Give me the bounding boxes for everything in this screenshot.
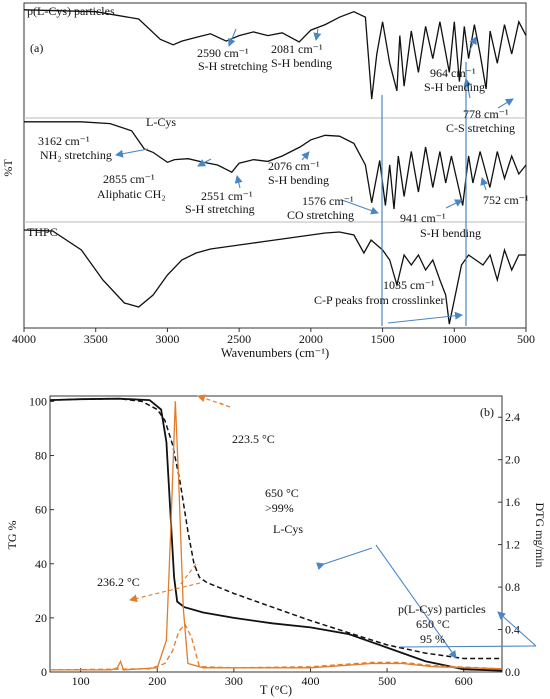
- tga-y2-tick-label: 2.4: [505, 410, 520, 424]
- tga-annot-95: 95 %: [420, 632, 445, 646]
- tga-series: [49, 397, 503, 672]
- ftir-annot-co: CO stretching: [287, 208, 354, 222]
- tga-y2-tick-label: 0.0: [505, 665, 520, 679]
- ftir-x-tick-label: 500: [517, 332, 535, 346]
- tga-series-line-1: [49, 397, 502, 660]
- tga-y2-tick-label: 2.0: [505, 453, 520, 467]
- ftir-x-tick-label: 3000: [155, 332, 179, 346]
- tga-annot-2362: 236.2 °C: [97, 575, 140, 589]
- ftir-annot-2551: 2551 cm⁻¹: [201, 189, 253, 203]
- ftir-series-label-thpc: THPC: [27, 225, 58, 239]
- ftir-annot-sh-stretch-1: S-H stretching: [198, 59, 268, 73]
- tga-annot-plcys: p(L-Cys) particles: [398, 602, 486, 616]
- ftir-annot-941: 941 cm⁻¹: [400, 211, 446, 225]
- ftir-annot-cs-stretch: C-S stretching: [446, 121, 515, 135]
- tga-y2-tick-label: 0.8: [505, 580, 520, 594]
- ftir-series-line-2: [23, 229, 526, 325]
- ftir-annot-sh-bend-2: S-H bending: [424, 80, 485, 94]
- ftir-x-tick-label: 1500: [371, 332, 395, 346]
- ftir-annot-752: 752 cm⁻¹: [483, 193, 529, 207]
- ftir-annot-3162: 3162 cm⁻¹: [38, 134, 90, 148]
- ftir-annot-sh-bend-1: S-H bending: [271, 56, 332, 70]
- ftir-annot-2076: 2076 cm⁻¹: [268, 159, 320, 173]
- ftir-annot-ch2: Aliphatic CH₂: [97, 187, 166, 201]
- tga-x-tick-label: 600: [455, 674, 473, 688]
- tga-series-line-3: [49, 623, 503, 671]
- ftir-annot-778: 778 cm⁻¹: [463, 107, 509, 121]
- ftir-x-tick-label: 3500: [84, 332, 108, 346]
- ftir-x-ticks: 4000 3500 3000 2500 2000 1500 1000 500: [12, 328, 535, 346]
- tga-annot-lcys: L-Cys: [273, 522, 303, 536]
- tga-x-tick-label: 500: [378, 674, 396, 688]
- tga-annot-99: >99%: [265, 501, 294, 515]
- ftir-annot-sh-bend-4: S-H bending: [420, 226, 481, 240]
- tga-y-tick-label: 20: [35, 611, 47, 625]
- ftir-annot-sh-stretch-2: S-H stretching: [185, 202, 255, 216]
- ftir-x-tick-label: 4000: [12, 332, 36, 346]
- tga-y2-axis-label: DTG mg/min: [533, 503, 547, 568]
- tga-y-axis-label: TG %: [5, 521, 19, 550]
- tga-x-tick-label: 200: [148, 674, 166, 688]
- ftir-guide-lines: [381, 62, 467, 326]
- tga-y2-tick-label: 0.4: [505, 623, 520, 637]
- ftir-x-tick-label: 2000: [299, 332, 323, 346]
- ftir-annot-1576: 1576 cm⁻¹: [302, 194, 354, 208]
- ftir-series-line-0: [23, 9, 527, 100]
- ftir-arrows: [115, 28, 514, 324]
- ftir-annot-sh-bend-3: S-H bending: [268, 173, 329, 187]
- ftir-annot-nh2: NH₂ stretching: [40, 148, 112, 162]
- tga-arrows: [129, 394, 537, 659]
- ftir-annot-1035: 1035 cm⁻¹: [383, 278, 435, 292]
- tga-y-tick-label: 100: [29, 394, 47, 408]
- tga-y-tick-label: 40: [35, 557, 47, 571]
- ftir-annot-2081: 2081 cm⁻¹: [271, 42, 323, 56]
- tga-y2-tick-label: 1.6: [505, 495, 520, 509]
- tga-panel-label: (b): [480, 405, 494, 419]
- tga-series-line-0: [49, 397, 503, 672]
- tga-y-tick-label: 60: [35, 503, 47, 517]
- tga-y-tick-label: 80: [35, 449, 47, 463]
- tga-series-line-2: [50, 401, 503, 671]
- tga-plot-frame: [49, 395, 503, 673]
- tga-x-axis-label: T (°C): [260, 683, 292, 697]
- ftir-annot-2855: 2855 cm⁻¹: [103, 172, 155, 186]
- ftir-annot-cp: C-P peaks from crosslinker: [314, 293, 445, 307]
- ftir-x-axis-label: Wavenumbers (cm⁻¹): [221, 346, 329, 360]
- ftir-annot-964: 964 cm⁻¹: [430, 66, 476, 80]
- ftir-series-line-1: [24, 121, 527, 210]
- ftir-y-axis-label: %T: [1, 159, 15, 177]
- tga-x-tick-label: 100: [72, 674, 90, 688]
- ftir-series-label-plcys: p(L-Cys) particles: [27, 4, 115, 18]
- tga-annot-650-plcys: 650 °C: [416, 617, 450, 631]
- tga-annot-2235: 223.5 °C: [232, 432, 275, 446]
- ftir-x-tick-label: 2500: [227, 332, 251, 346]
- tga-ticks: 100 200 300 400 500 600 0 20 40 60 80 100 0.0 0.4 0.8 1…: [29, 394, 520, 688]
- ftir-panel: 4000 3500 3000 2500 2000 1500 1000 500 p(L-Cys)…: [1, 2, 535, 360]
- tga-x-tick-label: 400: [301, 674, 319, 688]
- ftir-panel-label: (a): [30, 41, 43, 55]
- ftir-x-tick-label: 1000: [442, 332, 466, 346]
- tga-y2-tick-label: 1.2: [505, 538, 520, 552]
- tga-panel: 100 200 300 400 500 600 0 20 40 60 80 100 0.0 0.4 0.8 1…: [5, 394, 547, 697]
- tga-annot-650-lcys: 650 °C: [265, 486, 299, 500]
- ftir-annot-2590: 2590 cm⁻¹: [197, 46, 249, 60]
- ftir-series-label-lcys: L-Cys: [146, 115, 176, 129]
- tga-y-tick-label: 0: [41, 665, 47, 679]
- tga-x-tick-label: 300: [225, 674, 243, 688]
- ftir-series: [23, 9, 527, 325]
